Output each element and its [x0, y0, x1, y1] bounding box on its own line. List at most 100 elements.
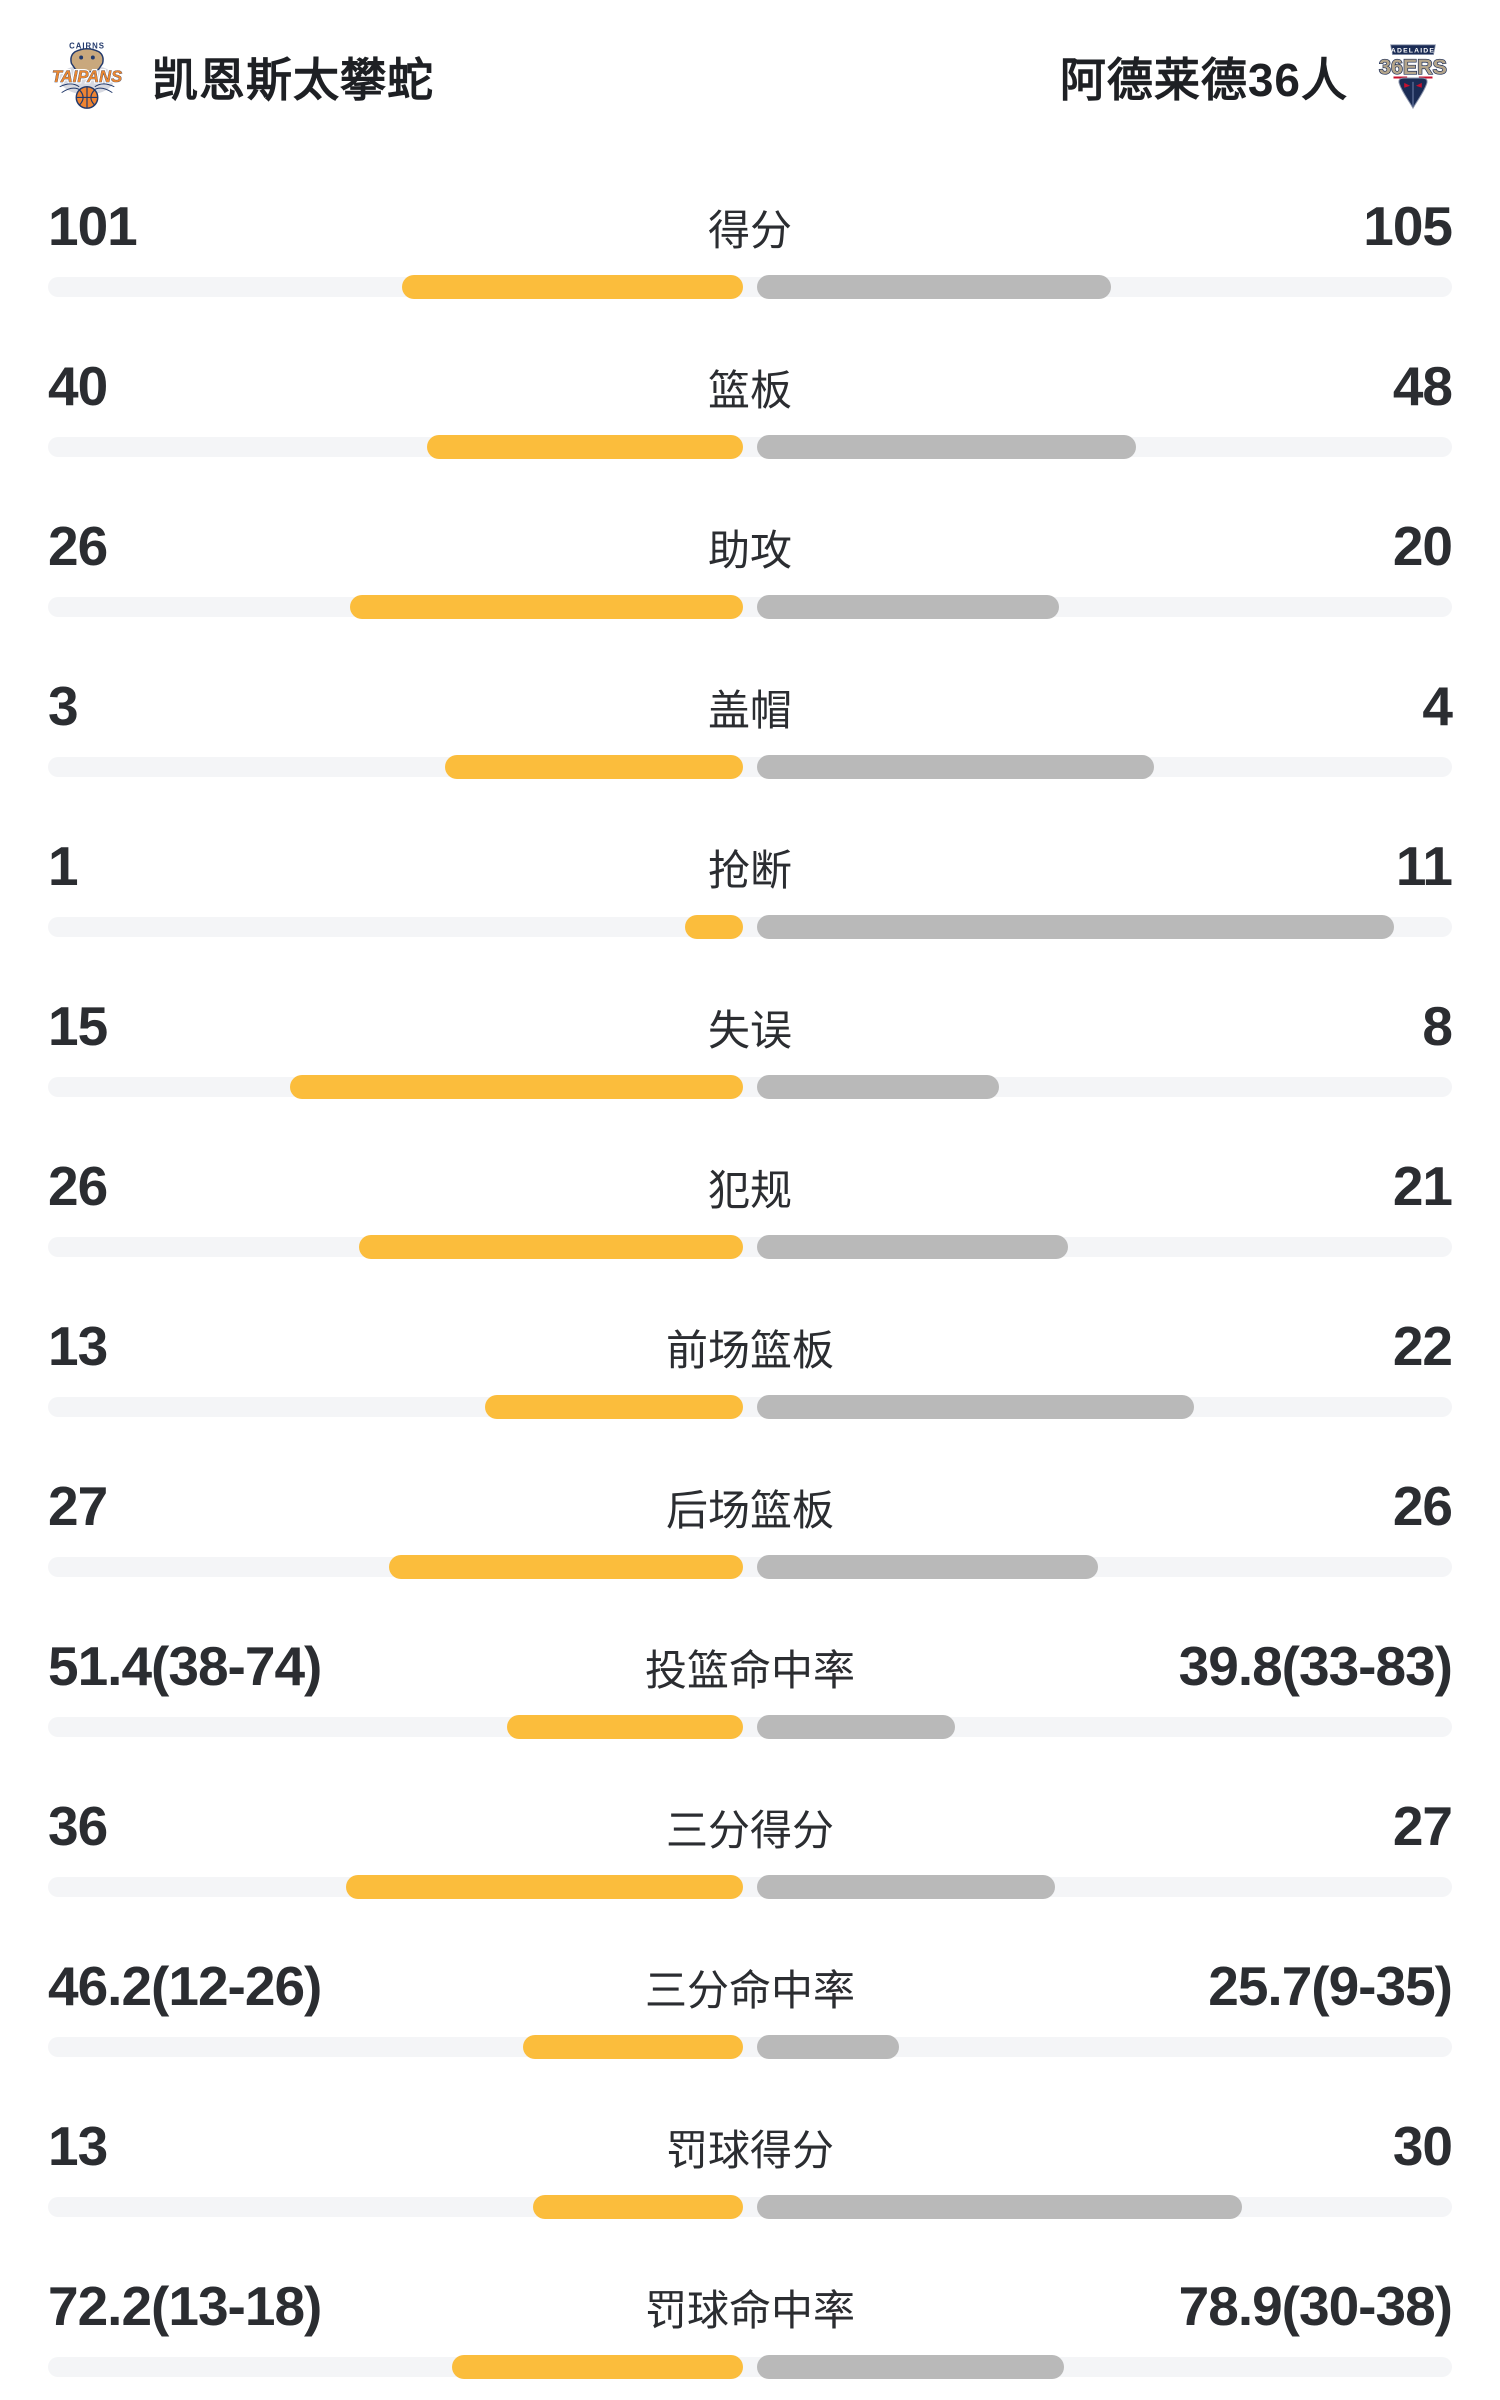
team-b-value: 25.7(9-35): [1208, 1955, 1453, 2017]
adelaide-36ers-logo: ADELAIDE 36ERS 36ERS: [1374, 38, 1452, 116]
team-b-value: 78.9(30-38): [1178, 2275, 1453, 2337]
team-a-value: 40: [48, 355, 108, 417]
team-b-name: 阿德莱德36人: [1059, 54, 1348, 106]
stat-bar-track: [48, 275, 1452, 299]
team-a-bar: [532, 2195, 743, 2219]
stat-bar-track: [48, 435, 1452, 459]
stat-row: 26 犯规 21: [48, 1118, 1453, 1278]
header: CAIRNS TAIPANS TAIPANS 凯恩斯太攀蛇 阿德莱德36人: [0, 0, 1500, 116]
svg-text:CAIRNS: CAIRNS: [69, 42, 105, 51]
stat-label: 抢断: [707, 847, 792, 894]
stat-bar-track: [48, 1075, 1452, 1099]
stat-row: 15 失误 8: [48, 958, 1453, 1118]
team-a-value: 27: [48, 1475, 108, 1537]
stat-row: 40 篮板 48: [48, 318, 1453, 478]
team-b-bar: [757, 1235, 1068, 1259]
team-b-value: 26: [1392, 1475, 1453, 1537]
stat-label: 盖帽: [707, 687, 792, 734]
team-a-value: 1: [48, 835, 79, 897]
team-b-value: 39.8(33-83): [1178, 1635, 1453, 1697]
team-a-bar: [451, 2355, 743, 2379]
stat-bar-track: [48, 2035, 1452, 2059]
team-a-value: 101: [48, 195, 138, 257]
stat-bar-track: [48, 2355, 1452, 2379]
stat-bar-track: [48, 1395, 1452, 1419]
stat-bar-track: [48, 915, 1452, 939]
team-b-bar: [757, 275, 1112, 299]
stat-row: 101 得分 105: [48, 158, 1453, 318]
stat-row: 1 抢断 11: [48, 798, 1453, 958]
stat-values: 26 犯规 21: [48, 1118, 1453, 1217]
team-a-bar: [402, 275, 743, 299]
team-b-bar: [757, 435, 1137, 459]
team-b-bar: [757, 595, 1060, 619]
team-b-value: 105: [1363, 195, 1453, 257]
team-a-value: 13: [48, 2115, 108, 2177]
team-b-value: 8: [1422, 995, 1453, 1057]
svg-text:TAIPANS: TAIPANS: [52, 67, 122, 86]
stat-label: 得分: [707, 207, 792, 254]
team-b-header: 阿德莱德36人 ADELAIDE 36ERS 36ERS: [1060, 38, 1452, 116]
stat-row: 26 助攻 20: [48, 478, 1453, 638]
team-b-bar: [757, 1395, 1194, 1419]
stat-bar-track: [48, 1875, 1452, 1899]
team-a-value: 46.2(12-26): [48, 1955, 322, 2017]
team-b-value: 11: [1395, 835, 1453, 897]
team-a-bar: [484, 1395, 743, 1419]
stat-bar-track: [48, 1715, 1452, 1739]
stat-label: 三分命中率: [644, 1967, 855, 2014]
stat-label: 三分得分: [665, 1807, 834, 1854]
team-b-value: 21: [1392, 1155, 1453, 1217]
stat-label: 罚球命中率: [644, 2287, 855, 2334]
team-a-value: 72.2(13-18): [48, 2275, 322, 2337]
team-a-bar: [345, 1875, 743, 1899]
svg-text:TAIPANS: TAIPANS: [52, 67, 122, 86]
stat-values: 27 后场篮板 26: [48, 1438, 1453, 1537]
team-a-bar: [427, 435, 743, 459]
team-b-bar: [757, 1555, 1098, 1579]
stat-row: 27 后场篮板 26: [48, 1438, 1453, 1598]
team-a-bar: [685, 915, 743, 939]
team-b-value: 48: [1392, 355, 1453, 417]
stat-label: 犯规: [707, 1167, 792, 1214]
team-a-value: 13: [48, 1315, 108, 1377]
stat-values: 13 罚球得分 30: [48, 2078, 1453, 2177]
stat-values: 1 抢断 11: [48, 798, 1453, 897]
stat-values: 15 失误 8: [48, 958, 1453, 1057]
svg-text:ADELAIDE: ADELAIDE: [1391, 48, 1435, 55]
team-a-bar: [507, 1715, 743, 1739]
stat-bar-track: [48, 1235, 1452, 1259]
stat-label: 失误: [707, 1007, 792, 1054]
stat-label: 助攻: [707, 527, 792, 574]
team-b-bar: [757, 915, 1395, 939]
team-a-value: 36: [48, 1795, 108, 1857]
stat-values: 26 助攻 20: [48, 478, 1453, 577]
team-b-bar: [757, 1075, 999, 1099]
svg-text:36ERS: 36ERS: [1379, 55, 1447, 79]
stat-row: 3 盖帽 4: [48, 638, 1453, 798]
team-a-bar: [358, 1235, 743, 1259]
team-a-bar: [350, 595, 743, 619]
stat-values: 40 篮板 48: [48, 318, 1453, 417]
team-a-value: 51.4(38-74): [48, 1635, 322, 1697]
stat-label: 篮板: [707, 367, 792, 414]
stat-bar-track: [48, 1555, 1452, 1579]
team-b-bar: [757, 1875, 1055, 1899]
stat-values: 72.2(13-18) 罚球命中率 78.9(30-38): [48, 2238, 1453, 2337]
svg-text:36ERS: 36ERS: [1379, 55, 1447, 79]
stat-row: 72.2(13-18) 罚球命中率 78.9(30-38): [48, 2238, 1453, 2398]
team-a-value: 26: [48, 1155, 108, 1217]
stat-bar-track: [48, 755, 1452, 779]
team-b-value: 22: [1392, 1315, 1453, 1377]
team-a-header: CAIRNS TAIPANS TAIPANS 凯恩斯太攀蛇: [48, 38, 434, 116]
team-b-value: 20: [1392, 515, 1453, 577]
stat-label: 后场篮板: [665, 1487, 834, 1534]
stat-label: 前场篮板: [665, 1327, 834, 1374]
stat-values: 36 三分得分 27: [48, 1758, 1453, 1857]
stat-values: 46.2(12-26) 三分命中率 25.7(9-35): [48, 1918, 1453, 2017]
team-a-bar: [523, 2035, 743, 2059]
team-b-bar: [757, 2035, 900, 2059]
cairns-taipans-logo: CAIRNS TAIPANS TAIPANS: [48, 38, 126, 116]
team-b-bar: [757, 2195, 1242, 2219]
